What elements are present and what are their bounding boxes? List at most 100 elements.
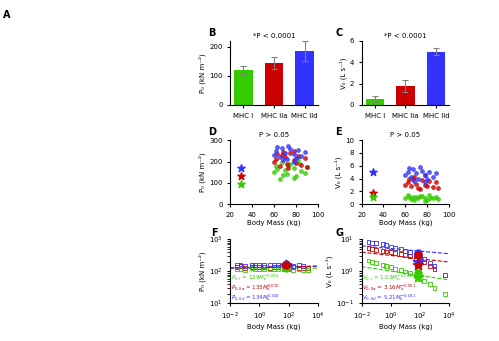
- Text: $P_{0,IIa}$ = 133$M_b^{0.010}$: $P_{0,IIa}$ = 133$M_b^{0.010}$: [231, 282, 280, 293]
- Point: [281, 150, 289, 156]
- Point: [441, 272, 449, 277]
- Y-axis label: P₀ (kN m⁻²): P₀ (kN m⁻²): [199, 53, 207, 93]
- Point: [281, 167, 289, 173]
- Point: [292, 174, 300, 179]
- Text: G: G: [335, 228, 343, 238]
- Point: [416, 276, 424, 281]
- Point: [255, 265, 263, 270]
- Bar: [396, 86, 415, 105]
- Point: [407, 183, 415, 189]
- Point: [368, 246, 376, 251]
- Point: [278, 159, 286, 164]
- Title: *P < 0.0001: *P < 0.0001: [252, 33, 295, 39]
- Point: [426, 263, 434, 269]
- Point: [275, 163, 283, 168]
- Point: [387, 244, 395, 249]
- Point: [270, 159, 278, 164]
- Point: [423, 176, 431, 181]
- Point: [414, 250, 422, 256]
- Point: [274, 265, 282, 270]
- Point: [303, 164, 311, 169]
- Point: [284, 266, 292, 272]
- Point: [369, 190, 377, 195]
- Point: [272, 163, 280, 168]
- Point: [284, 262, 292, 268]
- Point: [303, 164, 311, 169]
- Point: [418, 177, 426, 183]
- Point: [290, 151, 298, 157]
- Point: [441, 291, 449, 297]
- Point: [372, 241, 380, 246]
- Point: [379, 262, 387, 268]
- Point: [241, 263, 249, 268]
- Point: [434, 186, 442, 191]
- Point: [237, 266, 245, 271]
- Bar: [366, 99, 384, 105]
- Point: [275, 176, 283, 181]
- Point: [429, 184, 437, 190]
- Point: [290, 148, 298, 153]
- Point: [401, 173, 409, 178]
- Point: [255, 266, 263, 272]
- Point: [407, 196, 415, 202]
- Point: [283, 172, 291, 177]
- Point: [416, 187, 424, 192]
- Point: [369, 194, 377, 199]
- Point: [412, 256, 420, 262]
- X-axis label: Body Mass (kg): Body Mass (kg): [248, 219, 301, 226]
- Point: [241, 265, 249, 270]
- Point: [299, 268, 307, 273]
- Y-axis label: V₀ (L s⁻¹): V₀ (L s⁻¹): [339, 57, 347, 89]
- Point: [282, 265, 290, 270]
- Point: [265, 265, 273, 270]
- Point: [412, 181, 420, 187]
- Point: [421, 173, 429, 178]
- Point: [297, 153, 305, 159]
- Text: $V_{0,IId}$ = 5.21$M_b^{-0.041}$: $V_{0,IId}$ = 5.21$M_b^{-0.041}$: [362, 293, 417, 303]
- Point: [427, 195, 435, 201]
- Point: [265, 266, 273, 271]
- Point: [270, 264, 278, 270]
- Point: [272, 157, 280, 162]
- Point: [299, 263, 307, 269]
- Point: [282, 262, 290, 267]
- Point: [406, 270, 414, 276]
- Point: [270, 152, 278, 158]
- Bar: [427, 51, 445, 105]
- Point: [237, 181, 245, 187]
- Point: [278, 152, 286, 158]
- Point: [295, 265, 303, 271]
- Point: [270, 266, 278, 272]
- Point: [416, 254, 424, 260]
- Point: [237, 262, 245, 267]
- Point: [421, 198, 429, 204]
- Point: [290, 165, 298, 170]
- Point: [409, 166, 417, 172]
- Point: [289, 267, 297, 272]
- Point: [401, 253, 409, 258]
- Point: [434, 196, 442, 202]
- Point: [426, 178, 434, 184]
- Point: [301, 170, 309, 176]
- Point: [410, 198, 418, 203]
- Point: [284, 143, 292, 148]
- Point: [295, 267, 303, 272]
- Point: [429, 174, 437, 179]
- Point: [248, 264, 256, 270]
- Point: [283, 157, 291, 162]
- Point: [294, 153, 302, 159]
- Point: [274, 262, 282, 267]
- Point: [290, 159, 298, 164]
- Point: [279, 149, 287, 155]
- Point: [233, 264, 241, 269]
- Point: [284, 162, 292, 167]
- Point: [295, 160, 303, 165]
- Point: [404, 169, 412, 175]
- Point: [273, 151, 281, 157]
- Bar: [295, 51, 314, 105]
- Text: F: F: [211, 228, 218, 238]
- Point: [251, 262, 259, 268]
- Point: [401, 195, 409, 201]
- Point: [303, 267, 311, 272]
- Point: [274, 266, 282, 272]
